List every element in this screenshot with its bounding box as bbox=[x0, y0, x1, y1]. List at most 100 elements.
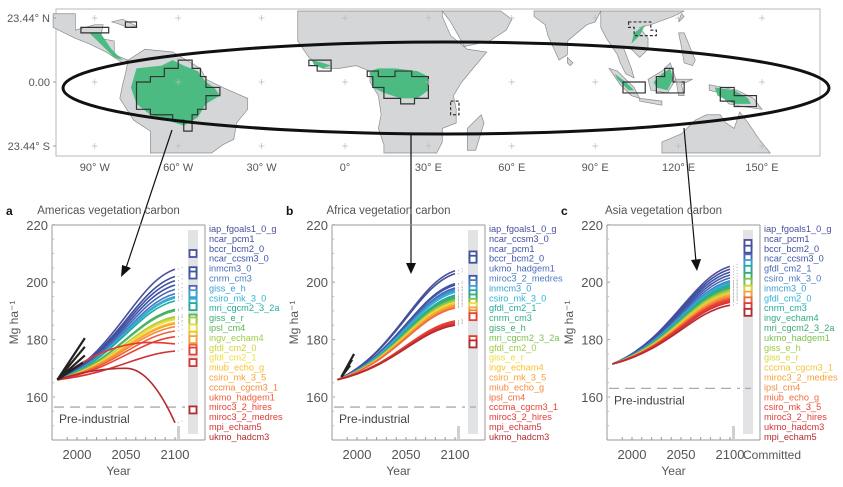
region-outline-west-africa bbox=[308, 59, 332, 72]
legend-entry: iap_fgoals1_0_g bbox=[209, 224, 276, 234]
x-tick-label: 2000 bbox=[63, 447, 92, 462]
committed-marker bbox=[732, 426, 735, 439]
legend-entry: giss_e_r bbox=[489, 353, 524, 363]
committed-connector bbox=[177, 286, 186, 290]
x-tick-label: 2100 bbox=[441, 447, 470, 462]
lon-label: 60° E bbox=[498, 162, 525, 174]
grid-cross bbox=[342, 15, 348, 22]
land-sri-lanka bbox=[567, 56, 574, 67]
x-axis-label: Year bbox=[386, 464, 410, 478]
legend-entry: ipsl_cm4 bbox=[764, 382, 800, 392]
committed-connector bbox=[177, 293, 186, 297]
panel-letter: b bbox=[286, 204, 293, 218]
preindustrial-label: Pre-industrial bbox=[59, 412, 130, 426]
committed-connector bbox=[457, 280, 466, 285]
committed-connector bbox=[177, 273, 186, 277]
lat-label: 23.44° S bbox=[8, 141, 50, 153]
committed-connector bbox=[732, 301, 741, 306]
region-outline-congo bbox=[366, 70, 429, 105]
committed-connector bbox=[177, 306, 186, 310]
chart-title: Africa vegetation carbon bbox=[326, 205, 450, 217]
legend-entry: ncar_pcm1 bbox=[764, 234, 809, 244]
legend-entry: giss_e_h bbox=[209, 283, 246, 293]
legend-entry: iap_fgoals1_0_g bbox=[764, 224, 831, 234]
grid-cross bbox=[91, 79, 98, 85]
arrow-americas bbox=[125, 129, 173, 269]
legend-entry: mpi_echam5 bbox=[764, 432, 817, 442]
grid-cross bbox=[425, 142, 432, 149]
series-line-1 bbox=[337, 272, 456, 381]
legend-entry: bccr_bcm2_0 bbox=[489, 254, 544, 264]
lat-label: 0.00 bbox=[29, 77, 50, 89]
grid-cross bbox=[759, 79, 765, 85]
grid-cross bbox=[675, 79, 682, 85]
committed-square-4 bbox=[188, 289, 198, 299]
committed-connector bbox=[177, 327, 186, 332]
x-axis-label: Year bbox=[106, 464, 130, 478]
forest-new-guinea bbox=[714, 87, 751, 104]
committed-marker bbox=[177, 426, 180, 439]
grid-cross bbox=[342, 79, 348, 85]
latitude-labels: 23.44° N 0.00 23.44° S bbox=[7, 13, 56, 153]
lat-label: 23.44° N bbox=[7, 13, 50, 25]
grid-cross bbox=[592, 142, 599, 149]
lon-label: 0° bbox=[340, 162, 351, 174]
legend-entry: cnrm_cm3 bbox=[209, 274, 252, 284]
land-arabia bbox=[441, 10, 513, 47]
committed-square-2 bbox=[188, 270, 198, 280]
grid-cross bbox=[258, 15, 265, 22]
committed-square-11 bbox=[743, 307, 753, 317]
legend-entry: miub_echo_g bbox=[764, 392, 819, 402]
committed-connector bbox=[177, 319, 186, 323]
grid-cross bbox=[592, 79, 599, 85]
legend-entry: gfdl_cm2_0 bbox=[209, 343, 257, 353]
grid-cross bbox=[508, 79, 515, 85]
land-india bbox=[533, 10, 602, 61]
legend-entry: csiro_mk_3_0 bbox=[209, 293, 266, 303]
lon-label: 120° E bbox=[662, 162, 695, 174]
arrowhead-asia bbox=[691, 259, 701, 271]
world-map: 23.44° N 0.00 23.44° S 90° W 60° W 30° W 0° 30… bbox=[7, 8, 831, 174]
legend-entry: cccma_cgcm3_1 bbox=[764, 363, 833, 373]
arrowhead-americas bbox=[121, 265, 131, 277]
lon-label: 150° E bbox=[745, 162, 778, 174]
committed-connector bbox=[457, 291, 466, 296]
legend-entry: ingv_echam4 bbox=[489, 363, 544, 373]
legend-entry: cccma_cgcm3_1 bbox=[489, 402, 558, 412]
legend-entry: cnrm_cm3 bbox=[764, 303, 807, 313]
land-philippines bbox=[678, 32, 696, 67]
lon-label: 30° W bbox=[247, 162, 278, 174]
series-line-18 bbox=[57, 335, 176, 381]
region-outline-se-asia bbox=[627, 21, 657, 37]
y-tick-label: 160 bbox=[26, 390, 48, 405]
committed-connector bbox=[732, 271, 741, 276]
committed-connector bbox=[177, 281, 186, 286]
committed-square-6 bbox=[743, 277, 753, 287]
x-axis-label: Year bbox=[661, 464, 685, 478]
committed-square-15 bbox=[188, 405, 198, 415]
legend-entry: mpi_echam5 bbox=[209, 422, 262, 432]
committed-square-0 bbox=[188, 249, 198, 258]
legend-entry: ncar_ccsm3_0 bbox=[489, 234, 549, 244]
committed-square-14 bbox=[188, 358, 198, 367]
region-outline-new-guinea bbox=[719, 86, 758, 108]
grid-cross bbox=[175, 142, 182, 149]
committed-marker bbox=[457, 426, 460, 439]
panel-letter: a bbox=[6, 204, 13, 218]
legend-entry: csiro_mk_3_0 bbox=[489, 293, 546, 303]
legend-entry: inmcm3_0 bbox=[209, 264, 251, 274]
legend-entry: ipsl_cm4 bbox=[489, 392, 525, 402]
series-line-20 bbox=[57, 350, 176, 381]
observed-line-3 bbox=[56, 361, 84, 381]
chart-panel-b: b Africa vegetation carbon 160 180 200 220 200… bbox=[286, 204, 563, 478]
committed-connector bbox=[177, 340, 186, 345]
committed-square-8 bbox=[188, 316, 198, 326]
lon-label: 90° E bbox=[582, 162, 609, 174]
grid-cross bbox=[759, 15, 765, 22]
committed-connector bbox=[457, 270, 466, 274]
series-line-21 bbox=[57, 367, 176, 424]
legend-entry: ncar_ccsm3_0 bbox=[209, 254, 269, 264]
legend-entry: mpi_echam5 bbox=[489, 422, 542, 432]
legend-entry: miub_echo_g bbox=[209, 363, 264, 373]
legend-entry: gfdl_cm2_0 bbox=[764, 293, 812, 303]
